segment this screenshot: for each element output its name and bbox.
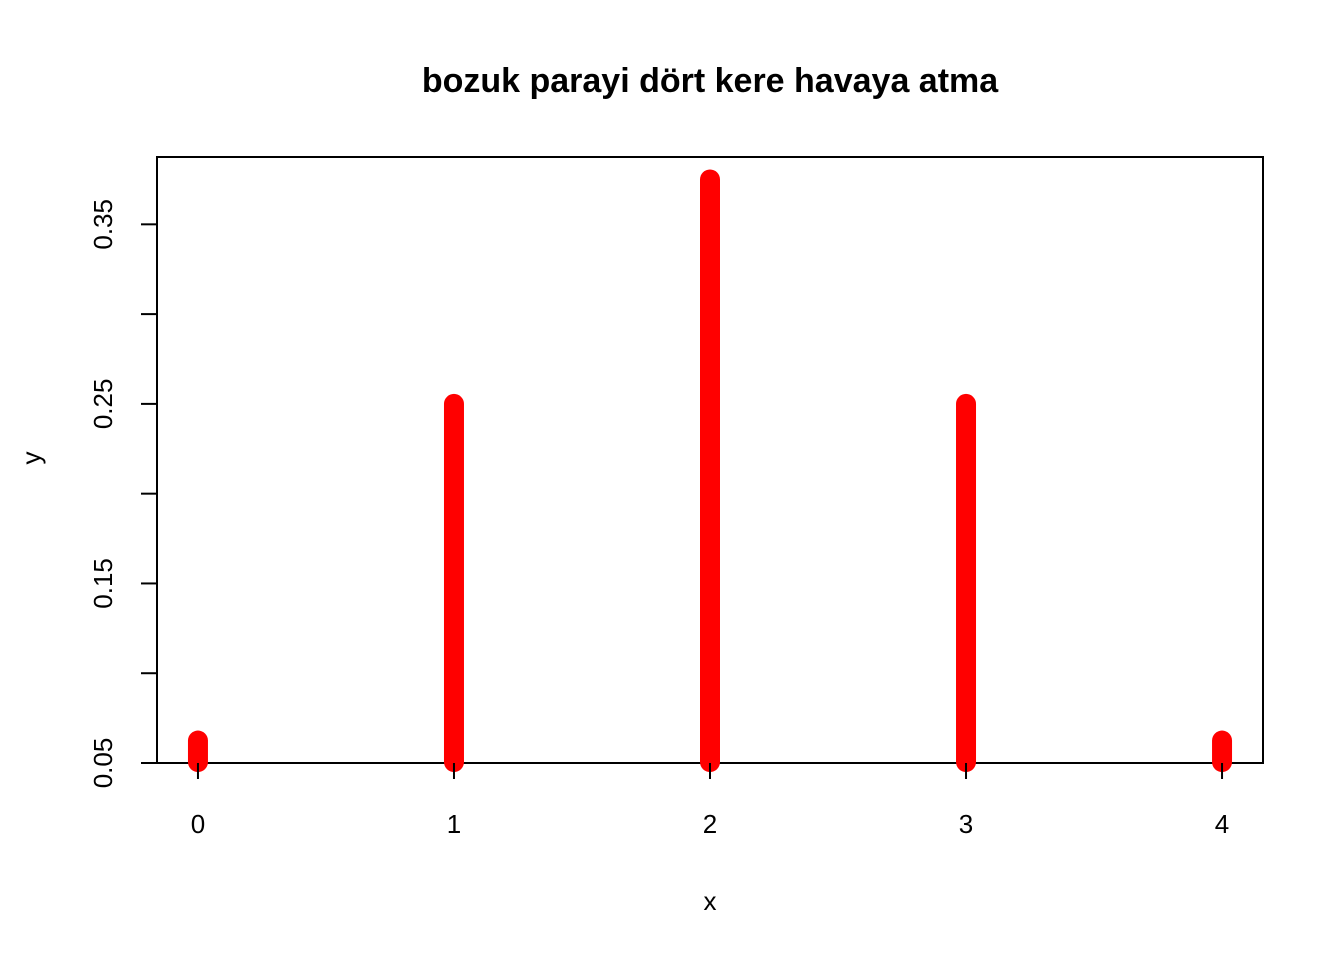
bars: [187, 169, 1233, 772]
x-tick-label: 4: [1215, 809, 1229, 839]
x-tick-label: 3: [959, 809, 973, 839]
y-axis-label: y: [16, 452, 46, 465]
y-axis: 0.05 0.15 0.25 0.35: [88, 199, 157, 788]
y-tick-label: 0.05: [88, 738, 118, 789]
x-axis: 0 1 2 3 4: [191, 763, 1229, 839]
y-tick-label: 0.25: [88, 379, 118, 430]
x-axis-label: x: [704, 886, 717, 916]
x-tick-label: 1: [447, 809, 461, 839]
y-tick-label: 0.15: [88, 558, 118, 609]
x-tick-label: 0: [191, 809, 205, 839]
y-tick-label: 0.35: [88, 199, 118, 250]
x-tick-label: 2: [703, 809, 717, 839]
chart-title: bozuk parayi dört kere havaya atma: [422, 62, 999, 100]
